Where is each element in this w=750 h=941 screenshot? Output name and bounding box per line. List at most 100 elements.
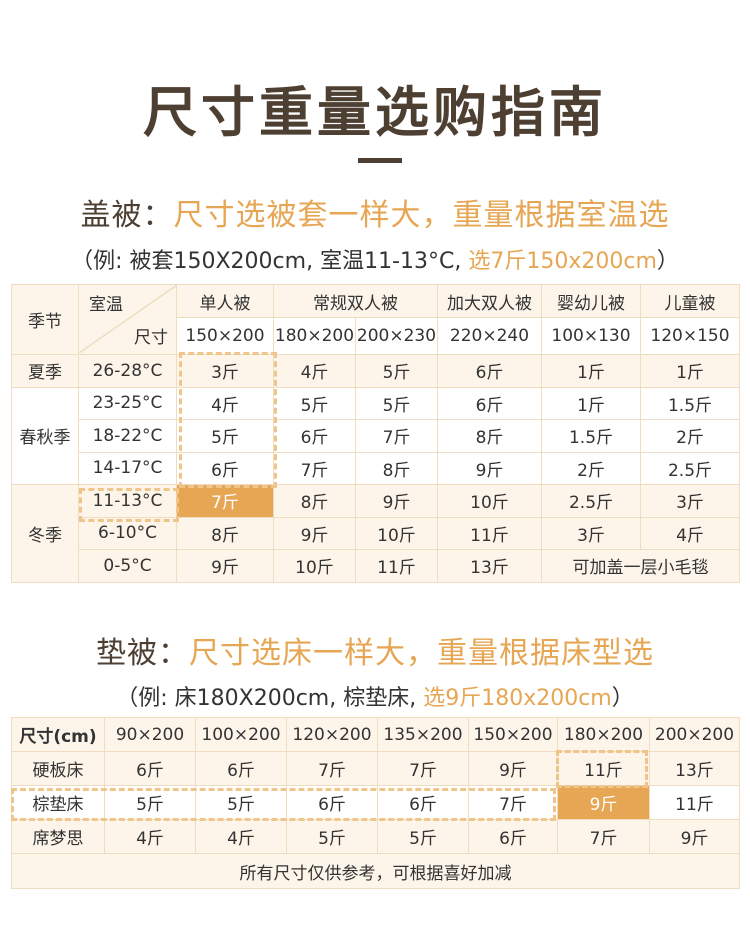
quilt-heading: 盖被：尺寸选被套一样大，重量根据室温选 xyxy=(0,190,750,234)
temp-cell: 26-28°C xyxy=(78,354,177,388)
weight-cell: 5斤 xyxy=(286,819,378,854)
diag-bottom-label: 尺寸 xyxy=(134,328,168,348)
weight-cell: 2.5斤 xyxy=(640,451,740,485)
temp-size-diagonal-header: 室温 尺寸 xyxy=(78,284,177,355)
weight-cell: 5斤 xyxy=(355,354,438,388)
weight-cell: 4斤 xyxy=(195,819,287,854)
weight-cell: 4斤 xyxy=(104,819,196,854)
mattress-size: 120×200 xyxy=(286,717,378,752)
weight-cell: 5斤 xyxy=(355,386,438,420)
size-cell: 100×130 xyxy=(541,317,641,355)
weight-cell: 7斤 xyxy=(377,751,469,786)
weight-cell: 13斤 xyxy=(437,549,542,583)
mattress-example-prefix: （例: 床180X200cm, 棕垫床, xyxy=(116,686,424,711)
season-summer: 夏季 xyxy=(11,354,79,388)
mattress-size: 180×200 xyxy=(557,717,650,752)
temp-cell: 18-22°C xyxy=(78,419,177,453)
weight-cell: 4斤 xyxy=(273,354,356,388)
quilt-example-highlight: 选7斤150x200cm xyxy=(468,249,657,274)
size-cell: 180×200 xyxy=(273,317,356,355)
weight-cell: 7斤 xyxy=(557,819,650,854)
temp-cell: 14-17°C xyxy=(78,451,177,485)
page-title: 尺寸重量选购指南 xyxy=(143,81,607,144)
weight-cell: 9斤 xyxy=(437,451,542,485)
weight-cell-selected: 7斤 xyxy=(176,484,274,518)
mattress-heading-label: 垫被： xyxy=(96,636,189,671)
type-double: 常规双人被 xyxy=(273,284,438,318)
size-cell: 150×200 xyxy=(176,317,274,355)
type-child: 儿童被 xyxy=(640,284,740,318)
weight-cell: 8斤 xyxy=(355,451,438,485)
weight-cell: 9斤 xyxy=(176,549,274,583)
weight-cell: 5斤 xyxy=(273,386,356,420)
quilt-example-prefix: （例: 被套150X200cm, 室温11-13°C, xyxy=(71,249,469,274)
diag-top-label: 室温 xyxy=(89,295,123,315)
weight-cell: 1.5斤 xyxy=(541,419,641,453)
quilt-example: （例: 被套150X200cm, 室温11-13°C, 选7斤150x200cm… xyxy=(0,243,750,275)
weight-cell: 6斤 xyxy=(437,386,542,420)
temp-cell: 23-25°C xyxy=(78,386,177,420)
mattress-example-suffix: ） xyxy=(611,686,634,711)
weight-cell: 3斤 xyxy=(176,354,274,388)
weight-cell: 5斤 xyxy=(104,785,196,820)
weight-cell: 6斤 xyxy=(437,354,542,388)
bed-type: 棕垫床 xyxy=(11,785,105,820)
weight-cell: 1斤 xyxy=(541,386,641,420)
size-cell: 120×150 xyxy=(640,317,740,355)
quilt-heading-label: 盖被： xyxy=(80,198,174,233)
size-cell: 200×230 xyxy=(355,317,438,355)
weight-cell: 7斤 xyxy=(273,451,356,485)
weight-cell: 8斤 xyxy=(437,419,542,453)
mattress-example-highlight: 选9斤180x200cm xyxy=(423,686,612,711)
title-divider xyxy=(358,158,402,163)
mattress-size: 200×200 xyxy=(649,717,740,752)
weight-cell: 8斤 xyxy=(273,484,356,518)
weight-cell: 9斤 xyxy=(468,751,558,786)
type-single: 单人被 xyxy=(176,284,274,318)
weight-cell: 7斤 xyxy=(468,785,558,820)
quilt-example-suffix: ） xyxy=(656,249,679,274)
weight-cell: 1.5斤 xyxy=(640,386,740,420)
mattress-size: 135×200 xyxy=(377,717,469,752)
weight-cell: 7斤 xyxy=(286,751,378,786)
weight-cell: 6斤 xyxy=(286,785,378,820)
weight-cell: 6斤 xyxy=(273,419,356,453)
weight-cell-selected: 9斤 xyxy=(557,785,650,820)
diagonal-line xyxy=(79,285,176,353)
weight-cell: 6斤 xyxy=(377,785,469,820)
weight-cell: 13斤 xyxy=(649,751,740,786)
size-cell: 220×240 xyxy=(437,317,542,355)
weight-cell: 6斤 xyxy=(195,751,287,786)
weight-cell: 3斤 xyxy=(640,484,740,518)
mattress-heading: 垫被：尺寸选床一样大，重量根据床型选 xyxy=(0,628,750,672)
weight-cell: 11斤 xyxy=(437,516,542,550)
mattress-example: （例: 床180X200cm, 棕垫床, 选9斤180x200cm） xyxy=(0,680,750,712)
weight-cell: 4斤 xyxy=(176,386,274,420)
quilt-heading-rule: 尺寸选被套一样大，重量根据室温选 xyxy=(173,198,670,233)
weight-cell: 2斤 xyxy=(640,419,740,453)
weight-cell: 6斤 xyxy=(468,819,558,854)
bed-type: 硬板床 xyxy=(11,751,105,786)
temp-cell: 11-13°C xyxy=(78,484,177,518)
weight-cell: 11斤 xyxy=(557,751,650,786)
mattress-size: 100×200 xyxy=(195,717,287,752)
weight-cell: 11斤 xyxy=(649,785,740,820)
weight-cell: 9斤 xyxy=(273,516,356,550)
season-winter: 冬季 xyxy=(11,484,79,583)
season-spring-autumn: 春秋季 xyxy=(11,386,79,485)
weight-cell: 2斤 xyxy=(541,451,641,485)
weight-cell: 9斤 xyxy=(355,484,438,518)
quilt-size-table: 季节 室温 尺寸 单人被 常规双人被 加大双人被 婴幼儿被 儿童被 150×20… xyxy=(11,284,740,583)
type-infant: 婴幼儿被 xyxy=(541,284,641,318)
weight-cell: 1斤 xyxy=(541,354,641,388)
season-header: 季节 xyxy=(11,284,79,355)
mattress-heading-rule: 尺寸选床一样大，重量根据床型选 xyxy=(189,636,654,671)
weight-cell: 10斤 xyxy=(355,516,438,550)
mattress-size: 90×200 xyxy=(104,717,196,752)
weight-cell: 7斤 xyxy=(355,419,438,453)
temp-cell: 0-5°C xyxy=(78,549,177,583)
weight-cell: 8斤 xyxy=(176,516,274,550)
type-large-double: 加大双人被 xyxy=(437,284,542,318)
footnote: 所有尺寸仅供参考，可根据喜好加减 xyxy=(11,853,740,889)
mattress-size-table: 尺寸(cm) 90×200 100×200 120×200 135×200 15… xyxy=(11,717,740,889)
